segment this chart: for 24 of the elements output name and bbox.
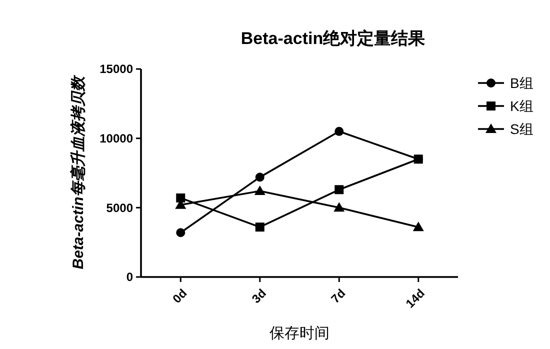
x-axis-title: 保存时间 [270, 324, 330, 342]
y-tick-label: 15000 [100, 62, 134, 76]
point [334, 202, 345, 212]
point [412, 222, 424, 232]
legend-label: K组 [510, 98, 534, 114]
point [255, 222, 264, 232]
point [334, 185, 344, 194]
point [255, 172, 264, 182]
x-tick-label: 7d [328, 286, 348, 306]
point [334, 126, 344, 136]
point [414, 154, 423, 164]
y-axis-title: Beta-actin每毫升血液拷贝数 [69, 74, 87, 270]
point [254, 186, 266, 196]
chart-title: Beta-actin绝对定量结果 [240, 29, 426, 48]
x-tick-label: 3d [249, 286, 269, 306]
legend-label: S组 [510, 120, 534, 137]
legend-label: B组 [510, 74, 534, 91]
x-tick-label: 14d [402, 286, 428, 311]
x-tick-label: 0d [170, 286, 190, 306]
point [176, 228, 186, 238]
point [176, 193, 186, 202]
y-tick-label: 0 [126, 270, 134, 284]
y-tick-label: 5000 [106, 200, 134, 215]
y-tick-label: 10000 [100, 132, 134, 146]
